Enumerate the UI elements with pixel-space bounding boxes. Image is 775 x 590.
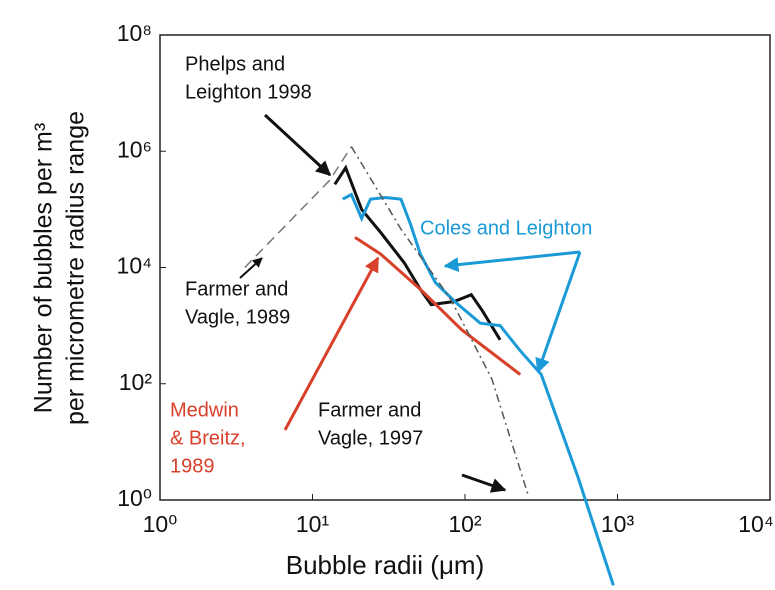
y-tick-label: 10² <box>119 369 153 395</box>
annotation: & Breitz, <box>170 427 246 449</box>
series-line <box>342 192 615 586</box>
series-line <box>354 236 522 376</box>
annotation: Coles and Leighton <box>420 217 592 239</box>
annotation: Medwin <box>170 399 239 421</box>
y-tick-label: 10⁸ <box>117 20 152 46</box>
x-axis-label: Bubble radii (μm) <box>286 550 485 580</box>
arrow <box>461 473 507 493</box>
x-tick-label: 10³ <box>601 511 635 537</box>
y-tick-label: 10⁰ <box>117 485 152 511</box>
x-tick-label: 10² <box>448 511 482 537</box>
arrow <box>283 256 380 431</box>
arrow <box>535 251 582 374</box>
annotation: Leighton 1998 <box>185 81 312 103</box>
annotation: Vagle, 1989 <box>185 306 290 328</box>
y-tick-label: 10⁴ <box>117 253 152 279</box>
y-tick-label: 10⁶ <box>117 136 152 162</box>
arrow <box>239 257 263 279</box>
series-line <box>244 146 353 269</box>
arrow <box>263 113 332 177</box>
annotation: Phelps and <box>185 53 285 75</box>
x-tick-label: 10⁰ <box>143 511 178 537</box>
arrow <box>443 250 581 273</box>
x-tick-label: 10¹ <box>296 511 330 537</box>
annotation: Farmer and <box>318 399 421 421</box>
series-line <box>333 164 502 341</box>
annotation: 1989 <box>170 455 215 477</box>
y-axis-label: per micrometre radius range <box>62 111 90 425</box>
y-axis-label: Number of bubbles per m³ <box>30 123 58 413</box>
x-tick-label: 10⁴ <box>738 511 773 537</box>
annotation: Farmer and <box>185 278 288 300</box>
annotation: Vagle, 1997 <box>318 427 423 449</box>
